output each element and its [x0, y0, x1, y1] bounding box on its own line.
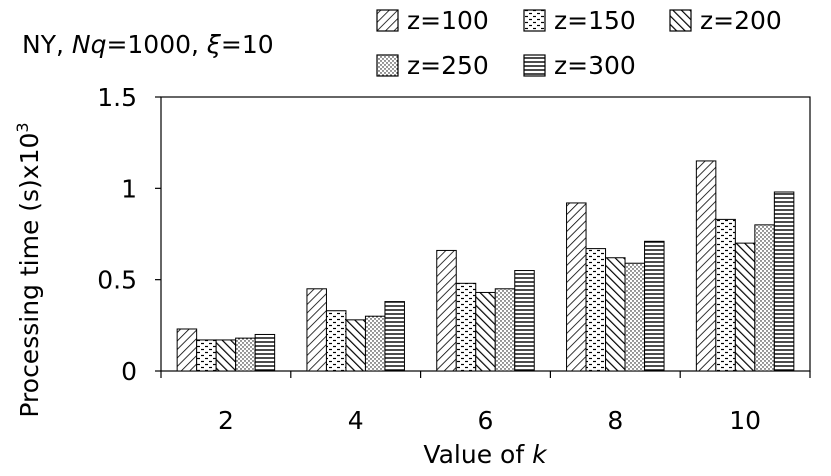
y-tick-label: 1.5: [97, 83, 137, 112]
y-tick-label: 0: [121, 357, 137, 386]
bar-z200-k4: [345, 319, 366, 372]
bar-z200-k8: [605, 257, 626, 372]
bar-z150-k6: [455, 282, 477, 372]
legend-swatch-z200: [669, 9, 692, 32]
y-axis: 0 0.5 1 1.5: [97, 83, 161, 386]
bar-z150-k4: [325, 310, 347, 372]
x-tick-label: 6: [478, 406, 494, 435]
bar-z100-k4: [306, 288, 327, 372]
legend: z=100 z=150 z=200 z=250 z=300: [376, 6, 782, 80]
bar-z250-k8: [624, 262, 646, 372]
chart-title: NY, Nq=1000, ξ=10: [22, 30, 274, 59]
legend-label-z300: z=300: [554, 51, 636, 80]
bar-z300-k6: [514, 270, 535, 372]
bar-z300-k4: [384, 301, 405, 372]
bar-z250-k4: [364, 315, 386, 372]
bar-z300-k10: [773, 191, 795, 372]
bar-z250-k6: [494, 288, 516, 372]
legend-label-z200: z=200: [700, 6, 782, 35]
y-axis-label: Processing time (s)x103: [13, 122, 44, 417]
bar-z200-k2: [215, 339, 237, 372]
x-axis: 2 4 6 8 10: [160, 371, 811, 435]
legend-swatch-z100: [376, 9, 399, 32]
x-tick-label: 10: [729, 406, 761, 435]
bar-z150-k2: [196, 339, 217, 372]
bar-z150-k10: [715, 218, 736, 372]
legend-swatch-z250: [376, 54, 399, 77]
bar-z100-k8: [566, 202, 587, 372]
bar-z100-k10: [695, 160, 717, 372]
legend-swatch-z150: [523, 9, 546, 32]
bar-z300-k8: [644, 240, 665, 372]
bar-z200-k6: [475, 291, 496, 372]
bar-z100-k2: [176, 328, 198, 372]
y-tick-label: 1: [121, 174, 137, 203]
legend-label-z100: z=100: [407, 6, 489, 35]
legend-label-z250: z=250: [407, 51, 489, 80]
bar-z200-k10: [734, 242, 756, 372]
bar-z250-k10: [754, 224, 775, 372]
legend-swatch-z300: [523, 54, 546, 77]
y-tick-label: 0.5: [97, 266, 137, 295]
x-axis-label: Value of k: [423, 440, 548, 469]
bar-z150-k8: [585, 248, 607, 372]
x-tick-label: 4: [348, 406, 364, 435]
bar-z100-k6: [436, 249, 457, 372]
bar-z300-k2: [254, 333, 276, 372]
x-tick-label: 2: [218, 406, 234, 435]
bars-group: [176, 160, 795, 372]
legend-label-z150: z=150: [554, 6, 636, 35]
bar-z250-k2: [235, 337, 256, 372]
x-tick-label: 8: [607, 406, 623, 435]
